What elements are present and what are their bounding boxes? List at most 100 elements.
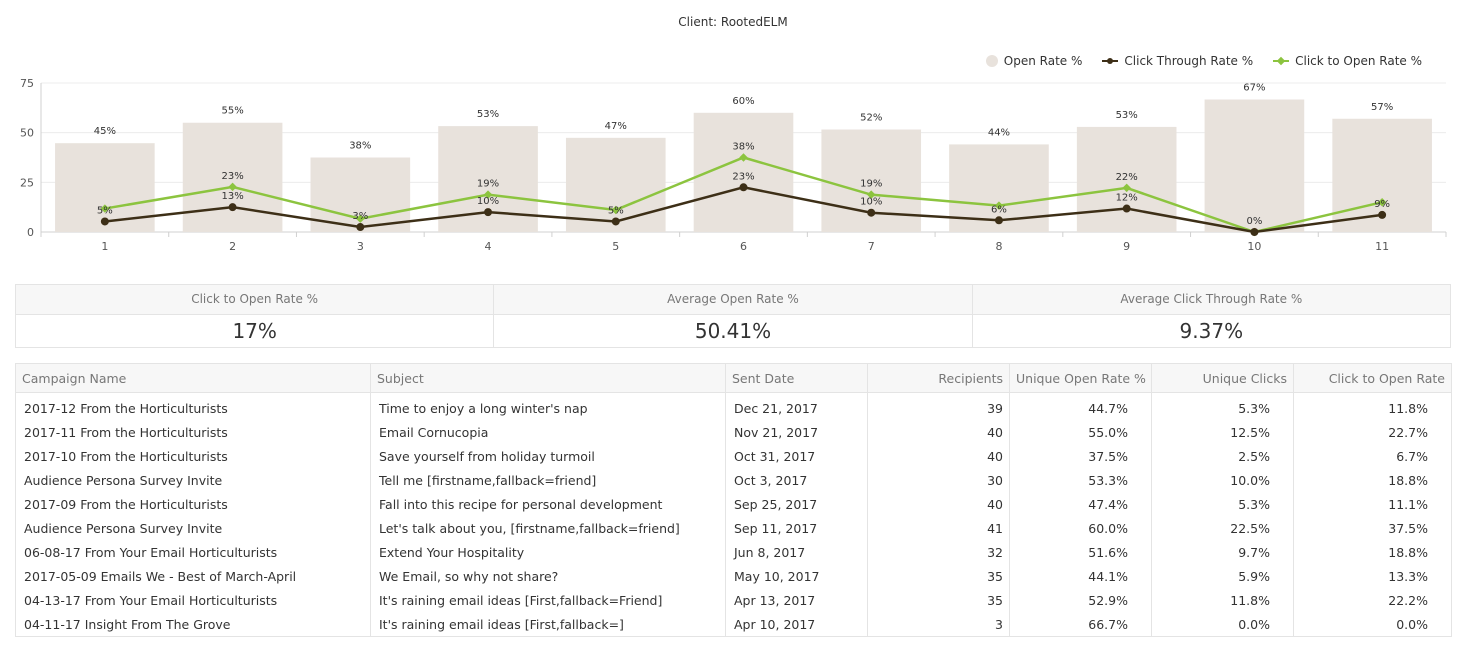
cell-campaign-name: 04-11-17 Insight From The Grove xyxy=(15,612,371,637)
cell-sent-date: Nov 21, 2017 xyxy=(725,420,868,444)
cell-click-to-open-rate: 11.1% xyxy=(1293,492,1452,516)
point-click-to-open xyxy=(483,190,493,199)
point-click-through xyxy=(1122,204,1131,213)
legend-swatch-click-through-rate xyxy=(1102,58,1119,64)
point-click-to-open xyxy=(100,204,110,213)
bar-data-label: 53% xyxy=(1116,110,1138,121)
cell-unique-open-rate: 47.4% xyxy=(1009,492,1152,516)
chart-legend: Open Rate % Click Through Rate % Click t… xyxy=(985,54,1422,68)
chart-title: Client: RootedELM xyxy=(678,15,788,29)
column-header-unique-clicks[interactable]: Unique Clicks xyxy=(1151,363,1294,393)
x-tick-label: 2 xyxy=(229,240,236,253)
kpi-label: Average Click Through Rate % xyxy=(972,285,1450,315)
cell-unique-clicks: 12.5% xyxy=(1151,420,1294,444)
bar-data-label: 67% xyxy=(1243,82,1265,93)
cell-sent-date: Sep 25, 2017 xyxy=(725,492,868,516)
cell-click-to-open-rate: 6.7% xyxy=(1293,444,1452,468)
cell-click-to-open-rate: 18.8% xyxy=(1293,540,1452,564)
cell-campaign-name: 06-08-17 From Your Email Horticulturists xyxy=(15,540,371,564)
column-header-click-to-open-rate[interactable]: Click to Open Rate xyxy=(1293,363,1452,393)
cell-click-to-open-rate: 22.2% xyxy=(1293,588,1452,612)
cell-unique-open-rate: 55.0% xyxy=(1009,420,1152,444)
bar-open-rate xyxy=(182,122,283,232)
line-data-label: 23% xyxy=(221,171,243,182)
cell-click-to-open-rate: 13.3% xyxy=(1293,564,1452,588)
cell-recipients: 35 xyxy=(867,588,1010,612)
legend-item-click-to-open-rate[interactable]: Click to Open Rate % xyxy=(1273,54,1422,68)
line-data-label: 10% xyxy=(860,197,882,208)
point-click-through xyxy=(611,217,620,226)
table-row[interactable]: 04-11-17 Insight From The Grove It's rain… xyxy=(15,612,1452,637)
column-header-sent-date[interactable]: Sent Date xyxy=(725,363,868,393)
table-row[interactable]: 2017-05-09 Emails We - Best of March-Apr… xyxy=(15,564,1452,588)
cell-subject: We Email, so why not share? xyxy=(370,564,726,588)
cell-unique-open-rate: 37.5% xyxy=(1009,444,1152,468)
x-tick-label: 1 xyxy=(101,240,108,253)
bar-data-label: 57% xyxy=(1371,102,1393,113)
legend-swatch-click-to-open-rate xyxy=(1273,60,1290,62)
table-row[interactable]: 06-08-17 From Your Email Horticulturists… xyxy=(15,540,1452,564)
column-header-campaign-name[interactable]: Campaign Name xyxy=(15,363,371,393)
cell-unique-open-rate: 51.6% xyxy=(1009,540,1152,564)
line-data-label: 19% xyxy=(860,179,882,190)
line-data-label: 23% xyxy=(732,171,754,182)
point-click-through xyxy=(1250,228,1259,236)
cell-sent-date: May 10, 2017 xyxy=(725,564,868,588)
table-row[interactable]: 04-13-17 From Your Email Horticulturists… xyxy=(15,588,1452,612)
y-tick-label: 50 xyxy=(20,127,34,140)
column-header-recipients[interactable]: Recipients xyxy=(867,363,1010,393)
table-row[interactable]: 2017-10 From the Horticulturists Save you… xyxy=(15,444,1452,468)
kpi-average-click-through-rate: Average Click Through Rate % 9.37% xyxy=(972,285,1450,347)
cell-sent-date: Apr 10, 2017 xyxy=(725,612,868,637)
table-row[interactable]: Audience Persona Survey Invite Let's talk… xyxy=(15,516,1452,540)
cell-unique-clicks: 11.8% xyxy=(1151,588,1294,612)
cell-recipients: 41 xyxy=(867,516,1010,540)
cell-subject: Save yourself from holiday turmoil xyxy=(370,444,726,468)
cell-campaign-name: 2017-12 From the Horticulturists xyxy=(15,392,371,420)
legend-label: Click to Open Rate % xyxy=(1295,54,1422,68)
table-row[interactable]: 2017-11 From the Horticulturists Email Co… xyxy=(15,420,1452,444)
bar-data-label: 47% xyxy=(605,121,627,132)
cell-unique-clicks: 0.0% xyxy=(1151,612,1294,637)
cell-unique-open-rate: 66.7% xyxy=(1009,612,1152,637)
cell-recipients: 3 xyxy=(867,612,1010,637)
bar-data-label: 38% xyxy=(349,141,371,152)
bar-data-label: 55% xyxy=(221,106,243,117)
line-data-label: 10% xyxy=(477,196,499,207)
bar-data-label: 45% xyxy=(94,126,116,137)
combo-chart: 0 25 50 75 1 2 3 4 5 6 7 8 9 10 11 45% 55% 38% 53% 47% 60% 52… xyxy=(20,77,1447,253)
point-click-to-open xyxy=(228,182,237,192)
point-click-through xyxy=(356,223,365,232)
line-data-label: 22% xyxy=(1116,172,1138,183)
kpi-value: 17% xyxy=(232,319,277,343)
point-click-through xyxy=(867,208,876,217)
cell-campaign-name: 2017-11 From the Horticulturists xyxy=(15,420,371,444)
x-tick-label: 5 xyxy=(612,240,619,253)
cell-unique-clicks: 5.3% xyxy=(1151,492,1294,516)
point-click-through xyxy=(994,216,1003,225)
cell-sent-date: Oct 31, 2017 xyxy=(725,444,868,468)
table-row[interactable]: 2017-12 From the Horticulturists Time to … xyxy=(15,392,1452,420)
bar-open-rate xyxy=(565,137,666,232)
legend-item-open-rate[interactable]: Open Rate % xyxy=(985,54,1082,68)
table-row[interactable]: 2017-09 From the Horticulturists Fall int… xyxy=(15,492,1452,516)
cell-subject: Extend Your Hospitality xyxy=(370,540,726,564)
cell-subject: Time to enjoy a long winter's nap xyxy=(370,392,726,420)
cell-sent-date: Dec 21, 2017 xyxy=(725,392,868,420)
cell-sent-date: Sep 11, 2017 xyxy=(725,516,868,540)
column-header-subject[interactable]: Subject xyxy=(370,363,726,393)
cell-unique-open-rate: 44.1% xyxy=(1009,564,1152,588)
x-tick-label: 3 xyxy=(357,240,364,253)
line-data-label: 9% xyxy=(1374,199,1390,210)
y-tick-label: 0 xyxy=(27,226,34,239)
cell-unique-clicks: 5.3% xyxy=(1151,392,1294,420)
cell-sent-date: Apr 13, 2017 xyxy=(725,588,868,612)
cell-campaign-name: 2017-10 From the Horticulturists xyxy=(15,444,371,468)
cell-campaign-name: Audience Persona Survey Invite xyxy=(15,516,371,540)
table-header-row: Campaign Name Subject Sent Date Recipien… xyxy=(15,363,1452,393)
table-row[interactable]: Audience Persona Survey Invite Tell me [f… xyxy=(15,468,1452,492)
point-click-through xyxy=(739,183,748,192)
legend-item-click-through-rate[interactable]: Click Through Rate % xyxy=(1102,54,1253,68)
column-header-unique-open-rate[interactable]: Unique Open Rate % xyxy=(1009,363,1152,393)
line-data-label: 13% xyxy=(221,191,243,202)
